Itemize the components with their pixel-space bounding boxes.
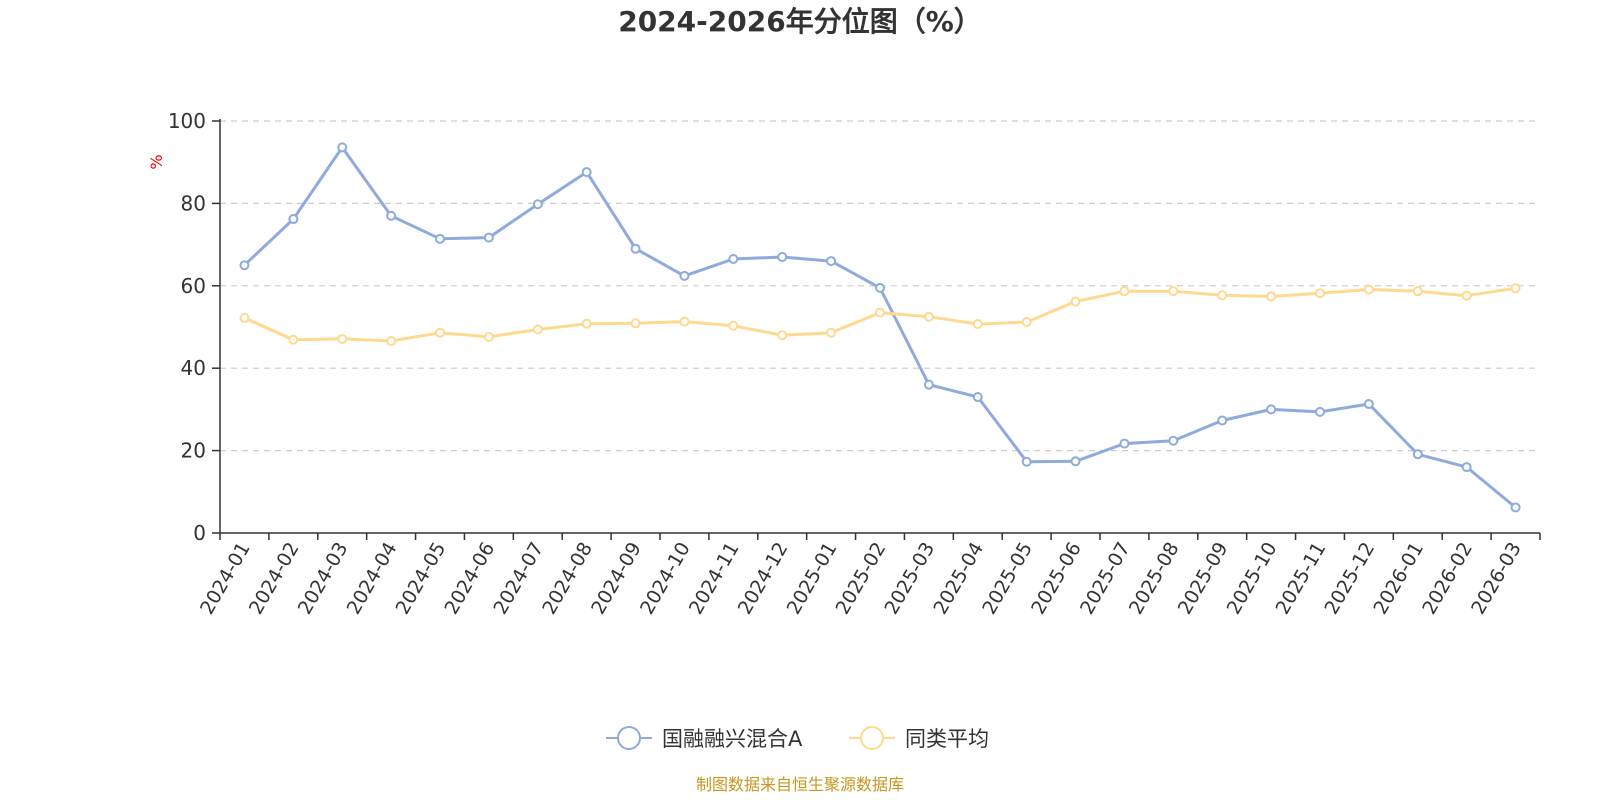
data-point — [1119, 286, 1130, 297]
data-point — [1363, 399, 1374, 410]
legend[interactable]: 国融融兴混合A 同类平均 — [606, 726, 989, 751]
data-point — [728, 254, 739, 265]
data-point — [1315, 406, 1325, 417]
chart-title: 2024-2026年分位图（%） — [618, 5, 982, 38]
data-point — [923, 311, 934, 322]
data-point — [1217, 290, 1228, 301]
data-point — [826, 256, 837, 267]
data-point — [1510, 502, 1521, 513]
data-point — [337, 333, 348, 344]
data-point — [435, 327, 445, 338]
data-point — [875, 282, 885, 293]
data-point — [288, 334, 299, 345]
y-tick-label: 100 — [168, 109, 206, 133]
data-point — [337, 142, 348, 153]
source-note: 制图数据来自恒生聚源数据库 — [696, 775, 904, 794]
legend-circle-icon — [617, 726, 641, 750]
data-point — [386, 336, 397, 347]
data-point — [972, 392, 983, 403]
data-point — [1461, 462, 1472, 473]
data-point — [1266, 291, 1277, 302]
data-point — [1021, 456, 1032, 467]
y-tick-label: 40 — [181, 356, 206, 380]
data-point — [1510, 283, 1521, 294]
data-point — [483, 232, 494, 243]
data-point — [435, 233, 445, 244]
data-point — [288, 214, 299, 225]
data-point — [630, 318, 641, 329]
data-point — [532, 324, 543, 335]
y-tick-label: 20 — [181, 439, 206, 463]
series-1 — [239, 142, 1521, 513]
data-point — [1412, 286, 1423, 297]
data-point — [875, 307, 885, 318]
data-point — [923, 379, 934, 390]
legend-circle-icon — [860, 726, 884, 750]
legend-item[interactable]: 同类平均 — [849, 726, 989, 751]
data-point — [728, 320, 739, 331]
y-tick-label: 60 — [181, 274, 206, 298]
data-point — [1070, 456, 1081, 467]
data-point — [532, 199, 543, 210]
data-point — [1412, 449, 1423, 460]
data-point — [777, 330, 788, 341]
data-point — [1168, 435, 1179, 446]
data-point — [1315, 288, 1325, 299]
data-point — [1168, 286, 1179, 297]
data-point — [1070, 296, 1081, 307]
data-point — [581, 167, 592, 178]
y-tick-label: 80 — [181, 191, 206, 215]
axes: 0204060801002024-012024-022024-032024-04… — [168, 109, 1541, 618]
data-point — [1217, 415, 1228, 426]
data-point — [1119, 438, 1130, 449]
series-2 — [239, 283, 1521, 347]
data-point — [630, 243, 641, 254]
data-point — [1363, 284, 1374, 295]
data-point — [777, 251, 788, 262]
data-point — [1461, 290, 1472, 301]
legend-item[interactable]: 国融融兴混合A — [606, 726, 803, 751]
legend-label: 国融融兴混合A — [662, 727, 803, 751]
data-point — [581, 318, 592, 329]
data-point — [1266, 404, 1277, 415]
data-point — [679, 270, 690, 281]
data-point — [239, 260, 250, 271]
data-point — [1021, 317, 1032, 328]
data-point — [972, 319, 983, 330]
series-line — [243, 145, 1517, 509]
data-point — [483, 331, 494, 342]
legend-label: 同类平均 — [905, 727, 989, 751]
series-layer — [239, 142, 1521, 513]
data-point — [239, 312, 250, 323]
data-point — [826, 327, 837, 338]
y-axis-unit-label: % — [147, 154, 166, 169]
y-tick-label: 0 — [193, 521, 206, 545]
data-point — [679, 316, 690, 327]
data-point — [386, 210, 397, 221]
